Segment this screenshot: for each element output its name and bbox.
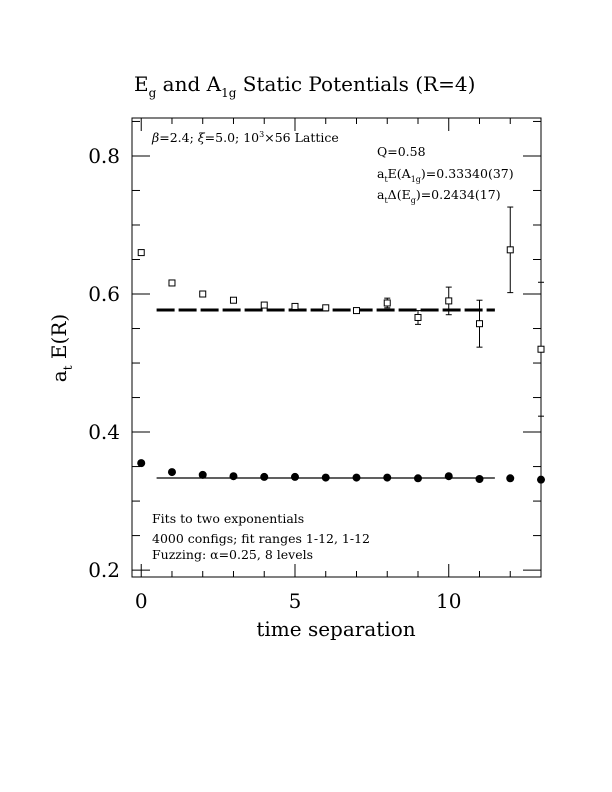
eg-data-point <box>137 459 146 468</box>
title-part-e: E <box>134 72 149 96</box>
y-tick-label: 0.6 <box>88 282 120 306</box>
eg-data-point <box>229 472 238 481</box>
eg-c: )=0.2434(17) <box>416 187 501 202</box>
chart-title: Eg and A1g Static Potentials (R=4) <box>134 72 475 100</box>
x-tick-label: 0 <box>135 589 148 613</box>
a1g-data-point <box>199 290 207 298</box>
a1g-data-point <box>537 345 545 353</box>
a1g-data-point <box>352 307 360 315</box>
eg-data-point <box>444 472 453 481</box>
eg-data-point <box>321 473 330 482</box>
a1g-a-sub: t <box>384 175 388 184</box>
axis-ticks <box>132 118 542 577</box>
lattice-text-2: =5.0; 10 <box>205 130 259 145</box>
y-axis-label: at E(R) <box>47 314 75 382</box>
a1g-data-point <box>506 246 514 254</box>
data-points <box>137 246 545 484</box>
a1g-data-point <box>260 301 268 309</box>
a1g-data-point <box>137 249 145 257</box>
eg-a-sub: t <box>384 196 388 205</box>
a1g-data-point <box>383 299 391 307</box>
eg-data-point <box>537 475 545 484</box>
eg-data-point <box>506 474 515 483</box>
a1g-data-point <box>445 297 453 305</box>
y-tick-label: 0.8 <box>88 144 120 168</box>
eg-b-sub: g <box>411 196 416 205</box>
lattice-superscript: 3 <box>259 130 264 139</box>
eg-data-point <box>290 472 299 481</box>
error-bars <box>138 206 544 417</box>
eg-data-point <box>413 474 422 483</box>
lattice-text-1: =2.4; <box>159 130 198 145</box>
a1g-c: )=0.33340(37) <box>421 166 514 181</box>
fits-annotation: Fits to two exponentials <box>152 511 304 526</box>
x-tick-label: 5 <box>289 589 302 613</box>
xi-symbol: ξ <box>198 130 206 145</box>
eg-data-point <box>475 474 484 483</box>
lattice-text-3: ×56 Lattice <box>264 130 339 145</box>
eg-data-point <box>352 473 361 482</box>
tick-labels: 0 5 10 0.2 0.4 0.6 0.8 <box>88 144 461 613</box>
a1g-data-point <box>229 296 237 304</box>
eg-a: a <box>377 187 385 202</box>
q-annotation: Q=0.58 <box>377 144 426 159</box>
a1g-data-point <box>322 304 330 312</box>
eg-annotation: atΔ(Eg)=0.2434(17) <box>377 187 501 205</box>
a1g-b-sub: 1g <box>411 175 421 184</box>
title-part-rest: Static Potentials (R=4) <box>236 72 475 96</box>
eg-data-point <box>198 470 207 479</box>
x-axis-label: time separation <box>256 617 415 641</box>
a1g-a: a <box>377 166 385 181</box>
a1g-b: E(A <box>388 166 412 181</box>
a1g-data-point <box>414 313 422 321</box>
lattice-annotation: β=2.4; ξ=5.0; 103×56 Lattice <box>151 130 339 145</box>
beta-symbol: β <box>151 130 159 145</box>
y-tick-label: 0.2 <box>88 558 120 582</box>
fuzzing-annotation: Fuzzing: α=0.25, 8 levels <box>152 547 313 562</box>
title-sub-1g: 1g <box>221 86 237 100</box>
eg-data-point <box>383 473 392 482</box>
eg-data-point <box>167 468 176 477</box>
y-tick-label: 0.4 <box>88 420 120 444</box>
title-sub-g: g <box>149 86 157 100</box>
configs-annotation: 4000 configs; fit ranges 1-12, 1-12 <box>152 531 370 546</box>
ylabel-sub-t: t <box>61 365 75 370</box>
eg-data-point <box>260 472 269 481</box>
eg-b: Δ(E <box>388 187 411 202</box>
a1g-data-point <box>475 320 483 328</box>
ylabel-part-b: E(R) <box>47 314 71 366</box>
a1g-annotation: atE(A1g)=0.33340(37) <box>377 166 514 184</box>
ylabel-part-a: a <box>47 370 71 382</box>
title-part-and: and A <box>156 72 221 96</box>
a1g-data-point <box>168 279 176 287</box>
fit-lines <box>156 308 495 479</box>
x-tick-label: 10 <box>436 589 461 613</box>
a1g-data-point <box>291 302 299 310</box>
